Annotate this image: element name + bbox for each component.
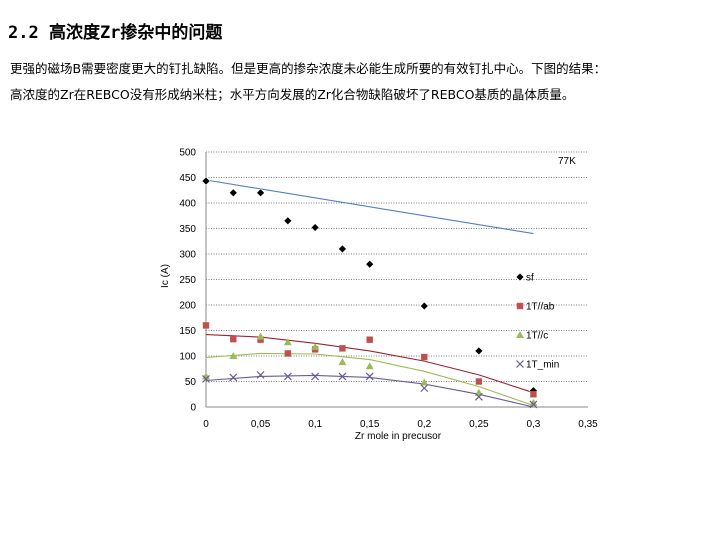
data-point-1t-c <box>256 332 265 340</box>
data-points <box>201 176 538 409</box>
temperature-annotation: 77K <box>558 156 576 167</box>
data-point-1t-min <box>365 372 374 381</box>
data-point-1t-min <box>202 375 210 383</box>
y-tick-label: 350 <box>179 224 196 235</box>
paragraph-line-2: 高浓度的Zr在REBCO没有形成纳米柱；水平方向发展的Zr化合物缺陷破坏了REB… <box>10 87 575 102</box>
data-point-1t-c <box>229 352 238 359</box>
y-tick-label: 400 <box>179 199 196 210</box>
paragraph-line-1: 更强的磁场B需要密度更大的钉扎缺陷。但是更高的掺杂浓度未必能生成所要的有效钉扎中… <box>10 61 607 76</box>
legend-marker-1t-ab <box>516 302 524 310</box>
data-point-1t-min <box>420 384 429 393</box>
data-point-1t-ab <box>475 378 483 385</box>
legend-label-1t-ab: 1T//ab <box>526 302 555 313</box>
y-tick-label: 150 <box>179 326 196 337</box>
data-point-1t-min <box>311 372 320 381</box>
data-point-sf <box>201 176 211 186</box>
data-point-1t-ab <box>421 353 428 361</box>
x-tick-label: 0,35 <box>578 419 598 430</box>
x-axis-label: Zr mole in precusor <box>355 431 442 442</box>
y-tick-label: 200 <box>179 301 196 312</box>
data-point-1t-ab <box>530 391 537 398</box>
data-point-sf <box>228 188 238 198</box>
y-tick-label: 250 <box>179 275 196 286</box>
data-point-sf <box>283 216 293 226</box>
ic-vs-zr-chart: 0 50 100 150 200 250 300 350 400 450 500 0 0,05 0,1 0,… <box>160 148 598 443</box>
y-axis-label: Ic (A) <box>160 264 171 288</box>
x-tick-label: 0,15 <box>360 419 380 430</box>
data-point-1t-ab <box>339 345 346 352</box>
trend-lines <box>205 179 534 408</box>
axes: 0 50 100 150 200 250 300 350 400 450 500 0 0,05 0,1 0,… <box>179 148 598 431</box>
x-tick-label: 0 <box>203 419 209 430</box>
data-point-sf <box>256 188 265 198</box>
legend-label-sf: sf <box>526 273 534 284</box>
x-tick-label: 0,2 <box>417 419 431 430</box>
legend-marker-1t-min <box>516 360 524 368</box>
x-tick-label: 0,05 <box>251 419 271 430</box>
data-point-1t-min <box>229 373 238 382</box>
y-tick-label: 500 <box>179 148 196 159</box>
x-tick-label: 0,3 <box>526 419 540 430</box>
data-point-1t-ab <box>202 322 210 329</box>
data-point-1t-c <box>420 378 429 386</box>
data-point-sf <box>365 259 375 269</box>
data-point-1t-ab <box>257 336 264 343</box>
data-point-sf <box>474 346 484 356</box>
x-tick-label: 0,25 <box>469 419 489 430</box>
data-point-1t-ab <box>366 336 373 343</box>
y-tick-label: 100 <box>179 352 196 363</box>
trend-line-1t-c <box>205 352 534 407</box>
data-point-sf <box>419 301 429 311</box>
trend-line-1t-min <box>205 374 534 408</box>
data-point-1t-min <box>283 372 292 381</box>
data-point-1t-c <box>529 398 538 406</box>
data-point-1t-min <box>338 372 347 381</box>
data-point-1t-c <box>338 358 347 366</box>
legend-label-1t-min: 1T_min <box>526 360 559 371</box>
data-point-1t-c <box>311 342 320 350</box>
data-point-sf <box>338 244 347 254</box>
y-tick-label: 450 <box>179 173 196 184</box>
data-point-1t-c <box>283 338 292 346</box>
legend: sf 1T//ab 1T//c 1T_min <box>515 272 559 371</box>
data-point-1t-ab <box>230 335 237 343</box>
section-heading: 2.2 高浓度Zr掺杂中的问题 <box>8 23 223 43</box>
trend-line-sf <box>205 179 534 235</box>
grid-lines <box>206 151 588 382</box>
data-point-1t-min <box>256 370 265 379</box>
y-tick-label: 50 <box>185 377 197 388</box>
data-point-1t-min <box>529 400 538 409</box>
data-point-1t-ab <box>284 350 292 357</box>
legend-marker-1t-c <box>516 331 524 338</box>
x-tick-label: 0,1 <box>308 419 322 430</box>
data-point-1t-c <box>365 362 374 370</box>
data-point-sf <box>310 223 320 232</box>
legend-marker-sf <box>515 272 525 282</box>
y-tick-label: 0 <box>190 403 196 414</box>
data-point-1t-min <box>474 392 483 401</box>
legend-label-1t-c: 1T//c <box>526 331 548 342</box>
y-tick-label: 300 <box>179 250 196 261</box>
